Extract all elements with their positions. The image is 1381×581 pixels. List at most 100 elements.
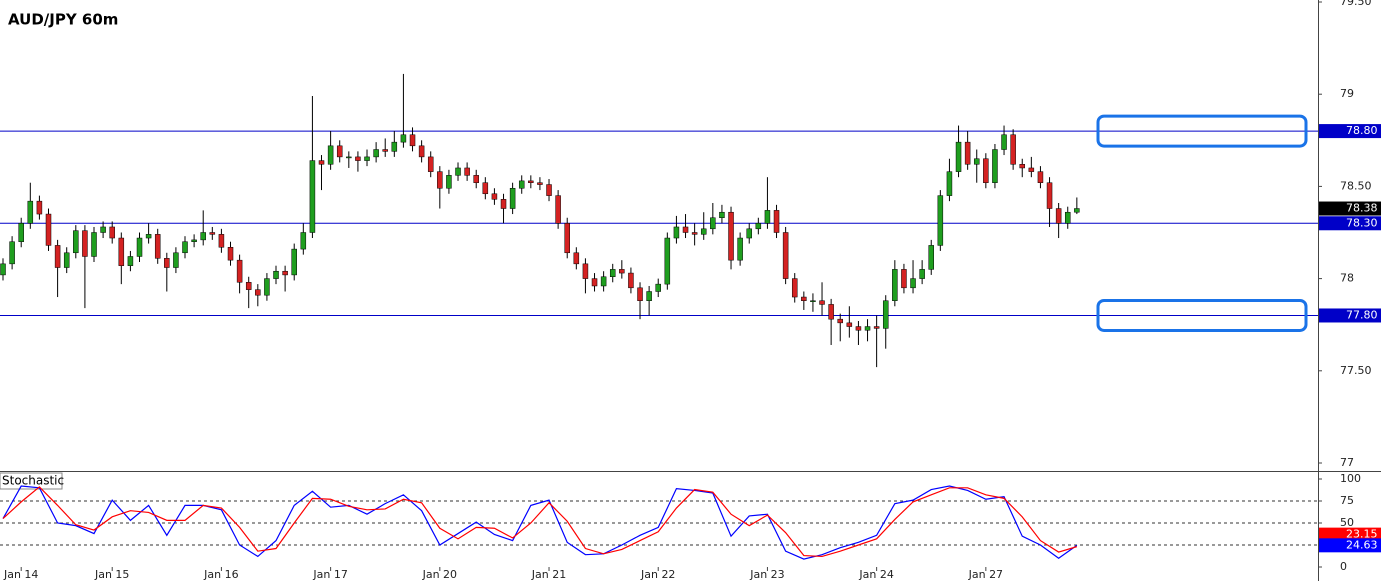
candle-body	[300, 232, 307, 250]
candle-body	[82, 230, 88, 257]
candle-body	[564, 223, 570, 254]
candle-body	[1037, 171, 1044, 183]
candle-body	[655, 283, 661, 292]
candle-body	[582, 263, 589, 279]
candle-body	[528, 180, 534, 183]
candle-body	[710, 217, 716, 230]
candle-body	[0, 263, 6, 276]
x-tick-label: Jan 14	[3, 568, 38, 581]
y-tick-label: 50	[1340, 516, 1354, 529]
last-price-label: 78.38	[1346, 202, 1378, 215]
candle-body	[901, 269, 907, 289]
candle-body	[91, 232, 97, 257]
candle-body	[828, 304, 834, 320]
candle-body	[600, 276, 607, 287]
candle-body	[36, 200, 43, 215]
candle-body	[45, 213, 52, 246]
candle-body	[400, 134, 407, 143]
x-tick-label: Jan 21	[531, 568, 566, 581]
candle-body	[173, 252, 179, 268]
indicator-title: Stochastic	[2, 474, 64, 488]
candle-body	[227, 247, 234, 261]
candle-body	[609, 269, 616, 278]
candle-body	[73, 230, 79, 254]
y-tick-label: 0	[1340, 560, 1347, 573]
candle-body	[873, 326, 880, 329]
candle-body	[964, 141, 971, 165]
candle-body	[637, 287, 643, 301]
candle-body	[418, 145, 425, 158]
candle-body	[482, 182, 489, 195]
candle-body	[837, 318, 843, 324]
candle-body	[664, 237, 671, 285]
candle-body	[746, 228, 752, 239]
y-tick-label: 78	[1340, 272, 1354, 285]
candle-body	[336, 145, 343, 158]
candle-body	[801, 296, 807, 301]
candle-body	[437, 171, 443, 189]
candle-body	[191, 239, 197, 242]
y-tick-label: 79	[1340, 87, 1354, 100]
candle-body	[291, 248, 297, 276]
candle-body	[27, 200, 34, 224]
candle-body	[327, 145, 334, 165]
indicator-line	[2, 485, 1078, 560]
candle-body	[537, 182, 543, 185]
candle-body	[364, 156, 370, 161]
candle-body	[864, 326, 871, 331]
candle-body	[455, 167, 461, 176]
candle-body	[983, 158, 989, 183]
candle-body	[127, 256, 134, 266]
candle-body	[63, 252, 70, 268]
candle-body	[892, 269, 898, 301]
candle-body	[910, 278, 916, 289]
candle-body	[355, 156, 361, 161]
x-tick-label: Jan 16	[203, 568, 238, 581]
level-label-box	[1319, 124, 1381, 139]
candle-body	[782, 232, 789, 279]
indicator-label-box	[0, 472, 63, 490]
candle-body	[646, 291, 652, 301]
candle-body	[118, 237, 125, 266]
candle-body	[236, 259, 243, 283]
candle-body	[318, 160, 325, 165]
candle-body	[509, 187, 516, 209]
x-tick-label: Jan 24	[858, 568, 893, 581]
candle-body	[427, 156, 434, 172]
x-tick-label: Jan 27	[968, 568, 1003, 581]
candle-body	[573, 252, 580, 265]
candle-body	[737, 237, 743, 261]
candle-body	[391, 141, 398, 152]
candle-body	[273, 270, 279, 279]
candle-body	[628, 272, 634, 289]
level-label-box	[1319, 216, 1381, 231]
last-price-box	[1319, 201, 1381, 216]
candle-body	[719, 211, 725, 218]
candle-body	[209, 232, 216, 235]
candle-body	[973, 158, 980, 165]
candle-body	[819, 300, 825, 305]
y-tick-label: 79.50	[1340, 0, 1372, 8]
candle-body	[755, 223, 762, 230]
candle-body	[446, 175, 452, 189]
y-tick-label: 75	[1340, 494, 1354, 507]
candle-body	[955, 141, 962, 172]
candle-body	[791, 278, 798, 298]
candle-body	[164, 258, 170, 268]
level-label-box	[1319, 308, 1381, 323]
candle-body	[937, 195, 944, 246]
candle-body	[555, 195, 561, 224]
candle-body	[18, 223, 24, 242]
x-tick-label: Jan 20	[422, 568, 457, 581]
candle-body	[264, 278, 270, 296]
candle-body	[373, 149, 379, 158]
y-tick-label: 77.50	[1340, 364, 1372, 377]
last-value-label: 23.15	[1346, 528, 1378, 541]
candle-body	[109, 226, 115, 239]
candle-body	[773, 210, 780, 233]
candle-body	[1046, 182, 1053, 209]
candle-body	[54, 245, 61, 268]
x-tick-label: Jan 23	[749, 568, 784, 581]
candle-body	[810, 300, 816, 302]
